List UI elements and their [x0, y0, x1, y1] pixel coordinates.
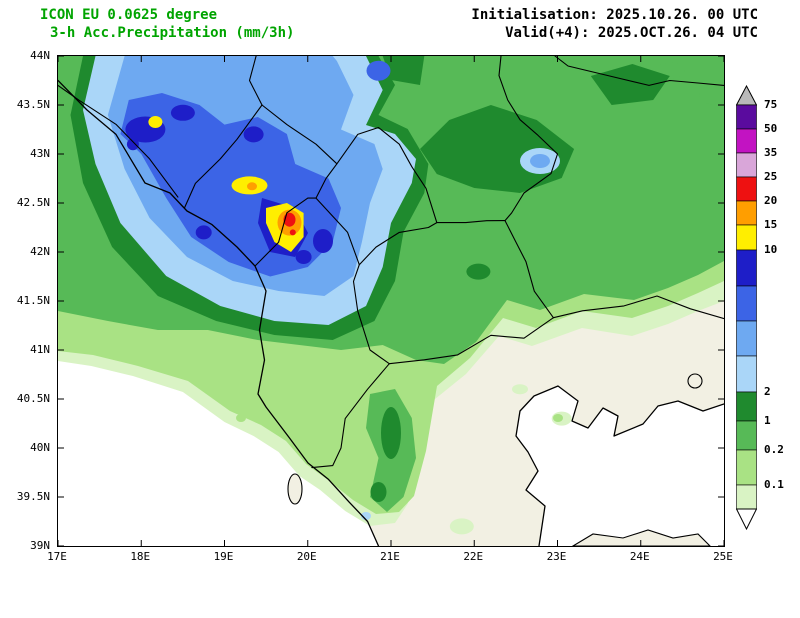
y-axis-label: 43.5N: [16, 98, 50, 111]
colorbar-segment: [736, 224, 757, 251]
x-axis-label: 18E: [130, 550, 151, 563]
colorbar-segment: [736, 176, 757, 202]
colorbar-scale: [735, 84, 758, 531]
y-axis-label: 40N: [30, 441, 50, 454]
valid-time: Valid(+4): 2025.OCT.26. 04 UTC: [505, 25, 758, 41]
colorbar-tick-label: 15: [764, 218, 778, 231]
y-axis-label: 39.5N: [16, 490, 50, 503]
colorbar-tick-label: 35: [764, 146, 778, 159]
y-axis-label: 42N: [30, 245, 50, 258]
colorbar-tick-label: 20: [764, 194, 778, 207]
colorbar-tick-label: 2: [764, 385, 771, 398]
precipitation-map: [57, 55, 725, 547]
colorbar-segment: [736, 420, 757, 451]
colorbar-segment: [736, 249, 757, 287]
colorbar-arrow-up: [735, 84, 758, 106]
y-axis-label: 43N: [30, 147, 50, 160]
y-axis-label: 40.5N: [16, 392, 50, 405]
x-axis-label: 22E: [463, 550, 484, 563]
y-axis-label: 41N: [30, 343, 50, 356]
colorbar-segment: [736, 484, 757, 510]
colorbar: [735, 84, 758, 536]
x-axis-label: 17E: [47, 550, 67, 563]
x-axis-label: 20E: [296, 550, 317, 563]
colorbar-segment: [736, 391, 757, 422]
colorbar-arrow-down: [735, 508, 758, 531]
island-corfu: [287, 473, 303, 505]
field-title: 3-h Acc.Precipitation (mm/3h): [50, 25, 295, 41]
island-euboea: [571, 529, 711, 546]
precip-field: [58, 56, 724, 535]
colorbar-tick-label: 0.2: [764, 443, 784, 456]
colorbar-segment: [736, 104, 757, 130]
y-axis-label: 39N: [30, 539, 50, 552]
colorbar-segment: [736, 320, 757, 357]
colorbar-segment: [736, 285, 757, 322]
colorbar-tick-label: 1: [764, 414, 771, 427]
model-title: ICON EU 0.0625 degree: [40, 7, 218, 23]
colorbar-segment: [736, 200, 757, 226]
island-thasos: [687, 373, 703, 389]
y-axis-label: 41.5N: [16, 294, 50, 307]
coastlines: [58, 79, 724, 546]
colorbar-tick-label: 50: [764, 122, 778, 135]
time-info-block: Initialisation: 2025.10.26. 00 UTC Valid…: [471, 6, 758, 42]
colorbar-segment: [736, 355, 757, 393]
country-borders: [58, 56, 724, 469]
map-tick-marks: [58, 56, 724, 546]
islands: [287, 373, 711, 546]
map-canvas: [58, 56, 724, 546]
colorbar-segment: [736, 449, 757, 486]
x-axis-label: 24E: [629, 550, 650, 563]
colorbar-tick-label: 25: [764, 170, 778, 183]
x-axis-label: 19E: [213, 550, 234, 563]
x-axis-label: 21E: [380, 550, 400, 563]
colorbar-tick-label: 0.1: [764, 478, 784, 491]
chart-title-block: ICON EU 0.0625 degree 3-h Acc.Precipitat…: [40, 6, 294, 42]
colorbar-tick-label: 75: [764, 98, 778, 111]
initialisation-time: Initialisation: 2025.10.26. 00 UTC: [471, 7, 758, 23]
y-axis-label: 42.5N: [16, 196, 50, 209]
x-axis-label: 25E: [713, 550, 733, 563]
y-axis-label: 44N: [30, 49, 50, 62]
colorbar-segment: [736, 128, 757, 154]
colorbar-tick-label: 10: [764, 243, 778, 256]
colorbar-segment: [736, 152, 757, 178]
x-axis-label: 23E: [546, 550, 567, 563]
